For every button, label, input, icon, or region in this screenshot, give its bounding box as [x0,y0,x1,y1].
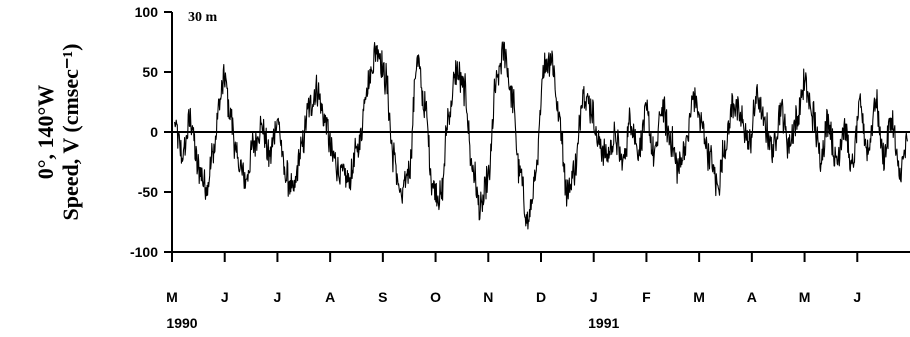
y-tick-label: 0 [150,124,158,140]
x-ticks: M J J A S O N D J F M A M J 1990 1991 [166,252,861,331]
y-tick-label: -100 [130,244,158,260]
series-line [174,41,908,230]
x-tick-label: A [747,289,757,305]
x-tick-label: F [642,289,651,305]
y-tick-label: 100 [135,4,159,20]
year-label: 1991 [588,315,619,331]
y-axis-title-line1: 0°, 140°W [33,85,58,180]
x-tick-label: J [853,289,861,305]
x-tick-label: J [590,289,598,305]
x-tick-label: J [221,289,229,305]
y-axis-title-line2: Speed, V (cmsec⁻¹) [58,44,83,221]
x-tick-label: O [430,289,441,305]
series-group [174,41,908,230]
x-tick-label: M [799,289,811,305]
y-tick-label: -50 [138,184,158,200]
y-ticks: 100 50 0 -50 -100 [130,4,172,260]
y-tick-label: 50 [142,64,158,80]
panel-label: 30 m [188,10,218,25]
x-tick-label: N [483,289,493,305]
x-tick-label: M [166,289,178,305]
x-tick-label: D [536,289,546,305]
x-tick-label: S [378,289,387,305]
x-tick-label: A [325,289,335,305]
x-tick-label: M [693,289,705,305]
year-label: 1990 [166,315,197,331]
y-axis-title: 0°, 140°W Speed, V (cmsec⁻¹) [33,44,83,221]
x-tick-label: J [274,289,282,305]
